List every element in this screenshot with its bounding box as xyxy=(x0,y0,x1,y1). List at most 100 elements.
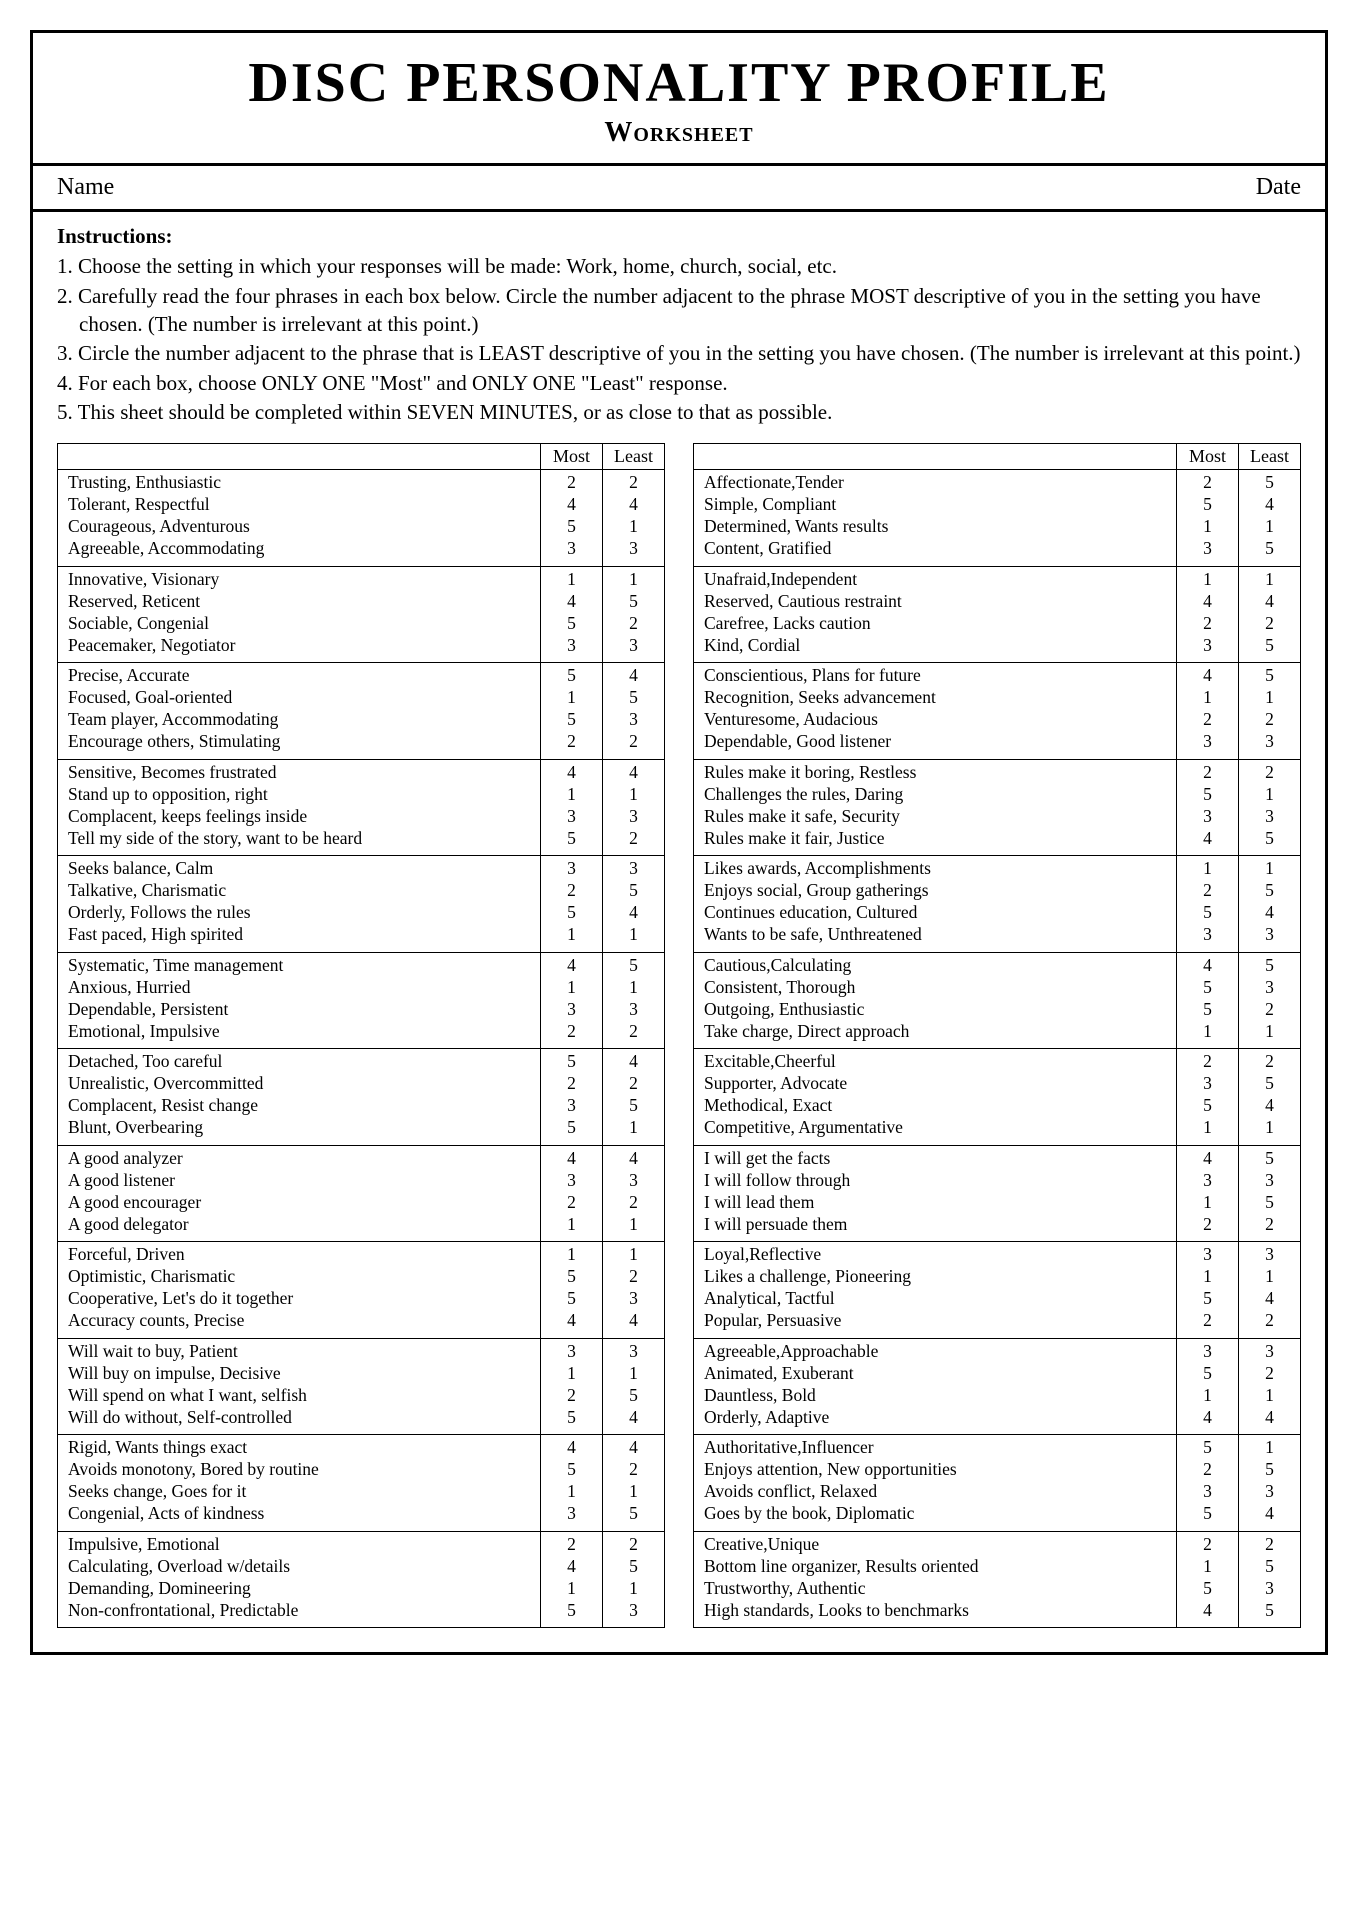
least-value[interactable]: 2 xyxy=(602,1021,664,1049)
least-value[interactable]: 5 xyxy=(1238,953,1300,977)
most-value[interactable]: 5 xyxy=(1176,784,1238,806)
most-value[interactable]: 1 xyxy=(1176,516,1238,538)
most-value[interactable]: 3 xyxy=(1176,635,1238,663)
least-value[interactable]: 3 xyxy=(1238,1339,1300,1363)
most-value[interactable]: 2 xyxy=(1176,760,1238,784)
most-value[interactable]: 5 xyxy=(1176,1435,1238,1459)
most-value[interactable]: 5 xyxy=(1176,1503,1238,1531)
most-value[interactable]: 1 xyxy=(1176,1021,1238,1049)
least-value[interactable]: 1 xyxy=(1238,856,1300,880)
most-value[interactable]: 2 xyxy=(1176,470,1238,494)
most-value[interactable]: 3 xyxy=(540,1095,602,1117)
least-value[interactable]: 5 xyxy=(1238,635,1300,663)
most-value[interactable]: 3 xyxy=(540,999,602,1021)
least-value[interactable]: 3 xyxy=(602,1170,664,1192)
most-value[interactable]: 1 xyxy=(1176,567,1238,591)
least-value[interactable]: 1 xyxy=(602,1578,664,1600)
most-value[interactable]: 3 xyxy=(1176,538,1238,566)
least-value[interactable]: 1 xyxy=(602,1242,664,1266)
most-value[interactable]: 4 xyxy=(540,1310,602,1338)
least-value[interactable]: 3 xyxy=(1238,731,1300,759)
least-value[interactable]: 5 xyxy=(602,1503,664,1531)
least-value[interactable]: 5 xyxy=(1238,663,1300,687)
most-value[interactable]: 1 xyxy=(540,1578,602,1600)
least-value[interactable]: 3 xyxy=(1238,1242,1300,1266)
least-value[interactable]: 2 xyxy=(602,1073,664,1095)
least-value[interactable]: 5 xyxy=(1238,1600,1300,1628)
most-value[interactable]: 1 xyxy=(540,977,602,999)
least-value[interactable]: 4 xyxy=(1238,1407,1300,1435)
most-value[interactable]: 4 xyxy=(540,1146,602,1170)
least-value[interactable]: 5 xyxy=(1238,828,1300,856)
least-value[interactable]: 4 xyxy=(602,1407,664,1435)
most-value[interactable]: 1 xyxy=(540,924,602,952)
most-value[interactable]: 5 xyxy=(540,1266,602,1288)
most-value[interactable]: 2 xyxy=(540,880,602,902)
most-value[interactable]: 1 xyxy=(1176,1556,1238,1578)
least-value[interactable]: 1 xyxy=(1238,687,1300,709)
least-value[interactable]: 4 xyxy=(602,902,664,924)
most-value[interactable]: 1 xyxy=(1176,687,1238,709)
least-value[interactable]: 2 xyxy=(602,828,664,856)
most-value[interactable]: 4 xyxy=(540,953,602,977)
least-value[interactable]: 5 xyxy=(602,1556,664,1578)
most-value[interactable]: 5 xyxy=(540,1407,602,1435)
most-value[interactable]: 1 xyxy=(1176,1266,1238,1288)
most-value[interactable]: 3 xyxy=(540,856,602,880)
least-value[interactable]: 2 xyxy=(1238,709,1300,731)
most-value[interactable]: 5 xyxy=(1176,977,1238,999)
most-value[interactable]: 5 xyxy=(1176,494,1238,516)
least-value[interactable]: 5 xyxy=(602,687,664,709)
most-value[interactable]: 5 xyxy=(540,663,602,687)
most-value[interactable]: 3 xyxy=(540,1339,602,1363)
least-value[interactable]: 4 xyxy=(1238,1288,1300,1310)
least-value[interactable]: 1 xyxy=(602,1363,664,1385)
least-value[interactable]: 3 xyxy=(602,1339,664,1363)
most-value[interactable]: 3 xyxy=(1176,1073,1238,1095)
least-value[interactable]: 4 xyxy=(602,494,664,516)
most-value[interactable]: 1 xyxy=(1176,1385,1238,1407)
least-value[interactable]: 5 xyxy=(1238,1073,1300,1095)
least-value[interactable]: 1 xyxy=(602,1214,664,1242)
most-value[interactable]: 1 xyxy=(1176,1192,1238,1214)
least-value[interactable]: 1 xyxy=(602,1481,664,1503)
most-value[interactable]: 5 xyxy=(540,1459,602,1481)
most-value[interactable]: 3 xyxy=(1176,1170,1238,1192)
least-value[interactable]: 4 xyxy=(1238,1503,1300,1531)
least-value[interactable]: 2 xyxy=(602,1192,664,1214)
least-value[interactable]: 2 xyxy=(1238,1310,1300,1338)
least-value[interactable]: 1 xyxy=(1238,1021,1300,1049)
most-value[interactable]: 2 xyxy=(540,470,602,494)
least-value[interactable]: 2 xyxy=(1238,760,1300,784)
least-value[interactable]: 4 xyxy=(1238,1095,1300,1117)
most-value[interactable]: 3 xyxy=(1176,806,1238,828)
least-value[interactable]: 4 xyxy=(1238,902,1300,924)
most-value[interactable]: 5 xyxy=(1176,902,1238,924)
least-value[interactable]: 5 xyxy=(1238,538,1300,566)
most-value[interactable]: 5 xyxy=(540,516,602,538)
least-value[interactable]: 1 xyxy=(1238,516,1300,538)
most-value[interactable]: 2 xyxy=(540,1192,602,1214)
least-value[interactable]: 5 xyxy=(602,591,664,613)
least-value[interactable]: 1 xyxy=(602,977,664,999)
most-value[interactable]: 5 xyxy=(1176,999,1238,1021)
least-value[interactable]: 3 xyxy=(602,856,664,880)
least-value[interactable]: 3 xyxy=(602,1600,664,1628)
least-value[interactable]: 4 xyxy=(1238,591,1300,613)
most-value[interactable]: 3 xyxy=(540,538,602,566)
most-value[interactable]: 1 xyxy=(1176,856,1238,880)
least-value[interactable]: 5 xyxy=(602,1095,664,1117)
most-value[interactable]: 4 xyxy=(1176,1407,1238,1435)
most-value[interactable]: 3 xyxy=(1176,924,1238,952)
least-value[interactable]: 2 xyxy=(1238,1214,1300,1242)
most-value[interactable]: 4 xyxy=(540,591,602,613)
least-value[interactable]: 1 xyxy=(602,516,664,538)
least-value[interactable]: 3 xyxy=(602,709,664,731)
most-value[interactable]: 5 xyxy=(540,709,602,731)
least-value[interactable]: 5 xyxy=(1238,1556,1300,1578)
most-value[interactable]: 2 xyxy=(1176,1459,1238,1481)
most-value[interactable]: 4 xyxy=(1176,1600,1238,1628)
most-value[interactable]: 2 xyxy=(1176,613,1238,635)
least-value[interactable]: 3 xyxy=(1238,1481,1300,1503)
most-value[interactable]: 2 xyxy=(540,1532,602,1556)
